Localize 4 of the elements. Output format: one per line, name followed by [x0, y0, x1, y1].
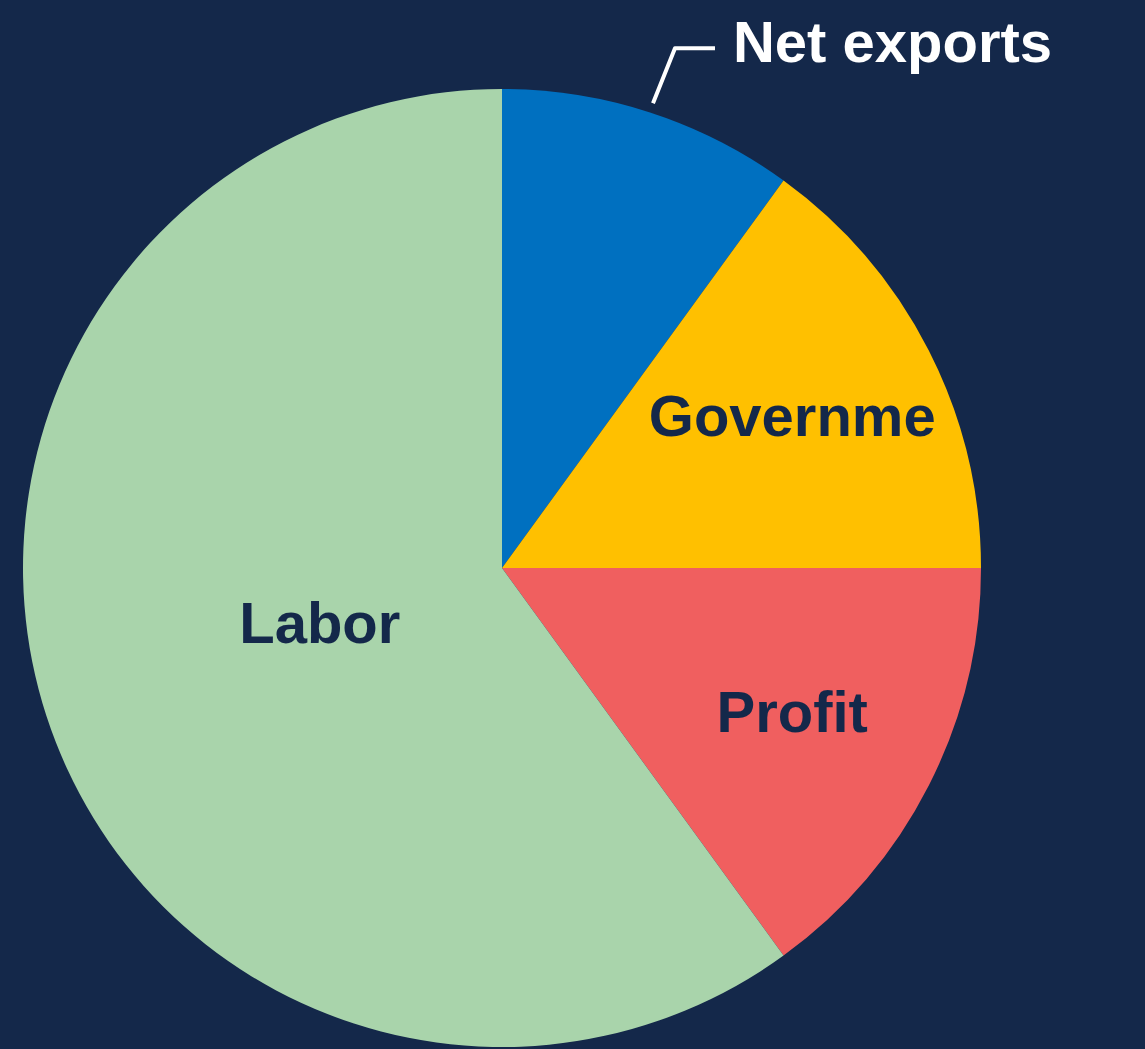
slice-label: Profit — [716, 678, 868, 744]
slice-label: Governme — [648, 383, 936, 449]
slice-label: Labor — [239, 590, 401, 656]
slice-label: Net exports — [732, 9, 1053, 75]
